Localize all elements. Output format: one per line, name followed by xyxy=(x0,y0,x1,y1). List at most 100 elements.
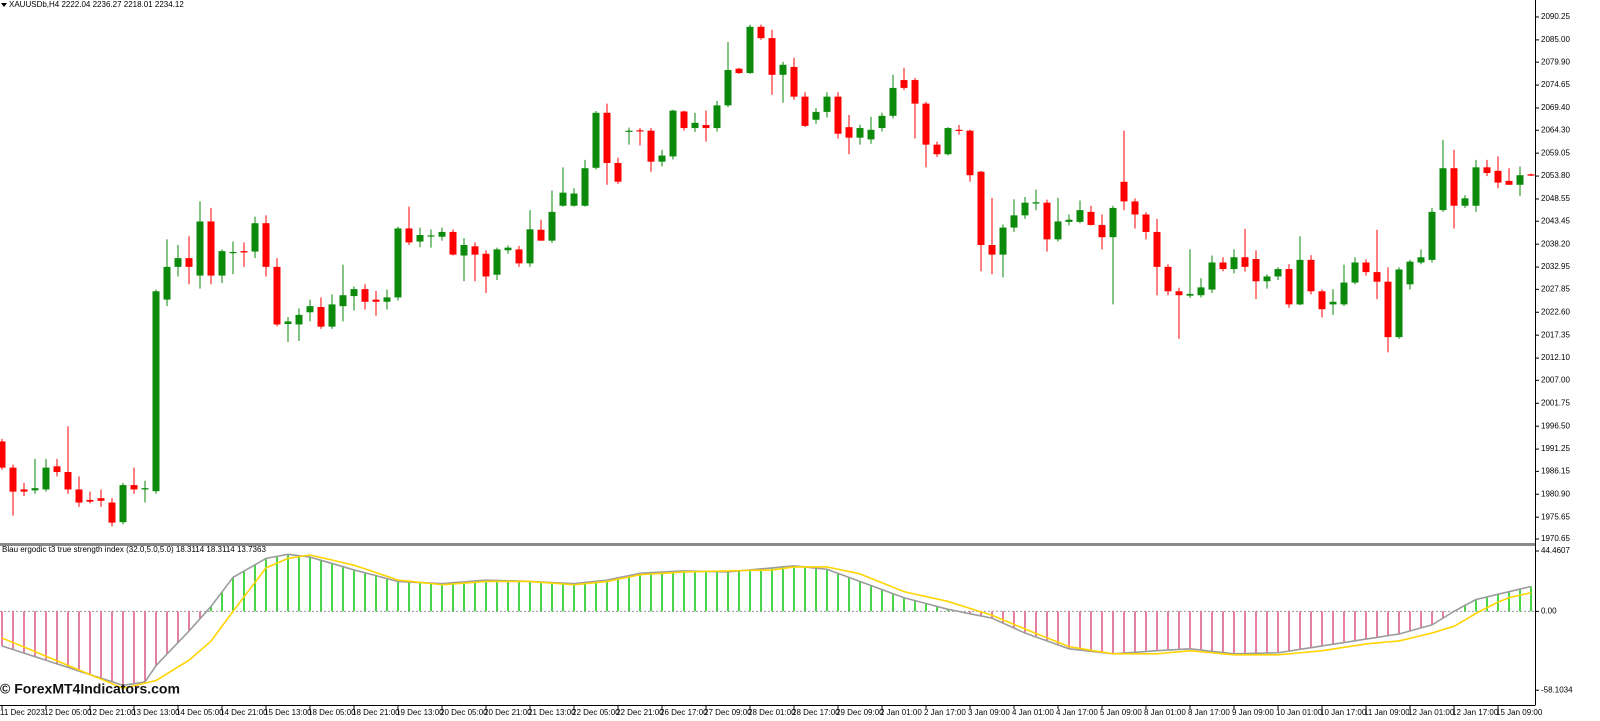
x-tick-label: 13 Dec 13:00 xyxy=(132,708,180,717)
candle-body xyxy=(383,297,391,302)
candle-body xyxy=(284,321,292,325)
candle-body xyxy=(900,80,908,88)
candle-body xyxy=(724,70,732,106)
candle-body xyxy=(306,306,314,313)
candle-body xyxy=(53,466,61,472)
y-tick-label: 1991.25 xyxy=(1541,444,1570,453)
candle-body xyxy=(1186,293,1194,296)
candle-body xyxy=(1373,272,1381,282)
y-tick-label: 1980.90 xyxy=(1541,489,1570,498)
candle-body xyxy=(1010,215,1018,228)
candle-body xyxy=(295,314,303,325)
y-tick-label: 1996.50 xyxy=(1541,421,1570,430)
candle-body xyxy=(977,171,985,246)
candle-body xyxy=(922,103,930,145)
y-tick-label: 2012.10 xyxy=(1541,353,1570,362)
candle-body xyxy=(1153,231,1161,267)
candle-body xyxy=(1439,168,1447,211)
x-tick-label: 14 Dec 05:00 xyxy=(176,708,224,717)
candle-body xyxy=(1296,259,1304,305)
candle-body xyxy=(1109,207,1117,238)
x-tick-label: 21 Dec 13:00 xyxy=(528,708,576,717)
candle-body xyxy=(1340,282,1348,305)
candle-body xyxy=(1252,258,1260,282)
x-tick-label: 2 Jan 17:00 xyxy=(924,708,966,717)
candle-body xyxy=(1417,257,1425,263)
candle-body xyxy=(1197,287,1205,296)
candle-body xyxy=(1241,257,1249,267)
candle-body xyxy=(64,471,72,490)
candle-body xyxy=(119,485,127,523)
y-tick-label: 2017.35 xyxy=(1541,330,1570,339)
candle-body xyxy=(779,64,787,75)
x-tick-label: 11 Dec 2023 xyxy=(0,708,45,717)
y-tick-label: 2085.00 xyxy=(1541,35,1570,44)
candle-body xyxy=(339,295,347,307)
candle-body xyxy=(658,155,666,162)
candle-body xyxy=(1395,269,1403,338)
candle-body xyxy=(1285,269,1293,305)
candle-body xyxy=(1164,266,1172,292)
candle-body xyxy=(526,229,534,264)
y-tick-label: 2038.20 xyxy=(1541,239,1570,248)
candle-body xyxy=(108,502,116,523)
candle-body xyxy=(889,87,897,116)
x-tick-label: 8 Jan 17:00 xyxy=(1188,708,1230,717)
candle-body xyxy=(856,128,864,138)
candle-body xyxy=(1494,170,1502,183)
candle-body xyxy=(999,227,1007,255)
candle-body xyxy=(669,110,677,157)
candle-body xyxy=(1087,211,1095,225)
candle-body xyxy=(229,252,237,254)
candle-body xyxy=(1230,257,1238,270)
candle-body xyxy=(1032,202,1040,204)
y-tick-label: 2007.00 xyxy=(1541,375,1570,384)
x-tick-label: 3 Jan 09:00 xyxy=(968,708,1010,717)
x-tick-label: 12 Dec 21:00 xyxy=(88,708,136,717)
x-tick-label: 19 Dec 13:00 xyxy=(396,708,444,717)
candle-body xyxy=(911,80,919,104)
y-tick-label: 1986.15 xyxy=(1541,466,1570,475)
candle-body xyxy=(9,467,17,492)
candle-body xyxy=(174,258,182,267)
y-tick-label: 2027.85 xyxy=(1541,284,1570,293)
watermark: © ForexMT4Indicators.com xyxy=(0,681,180,697)
y-tick-label: 44.4607 xyxy=(1541,546,1570,555)
candle-body xyxy=(713,105,721,129)
candle-body xyxy=(1428,211,1436,260)
candle-body xyxy=(152,291,160,492)
candle-body xyxy=(548,211,556,241)
x-tick-label: 11 Jan 09:00 xyxy=(1364,708,1410,717)
y-tick-label: -58.1034 xyxy=(1541,685,1573,694)
x-tick-label: 22 Dec 21:00 xyxy=(616,708,664,717)
candle-body xyxy=(163,266,171,300)
x-tick-label: 15 Dec 13:00 xyxy=(264,708,312,717)
candle-body xyxy=(262,223,270,267)
candle-body xyxy=(504,247,512,251)
x-tick-label: 4 Jan 01:00 xyxy=(1012,708,1054,717)
y-tick-label: 2032.95 xyxy=(1541,262,1570,271)
candle-body xyxy=(394,228,402,298)
candle-body xyxy=(581,168,589,206)
candle-body xyxy=(1351,262,1359,283)
candle-body xyxy=(559,192,567,206)
y-tick-label: 2048.55 xyxy=(1541,194,1570,203)
candle-body xyxy=(515,249,523,264)
candle-body xyxy=(130,485,138,490)
candle-body xyxy=(812,111,820,120)
candle-body xyxy=(1472,167,1480,206)
candle-body xyxy=(1054,221,1062,240)
candle-body xyxy=(1131,201,1139,215)
x-tick-label: 10 Jan 01:00 xyxy=(1276,708,1323,717)
candle-body xyxy=(361,289,369,302)
candle-body xyxy=(614,162,622,182)
candle-body xyxy=(1362,262,1370,273)
symbol-menu-icon[interactable] xyxy=(1,3,7,7)
candle-body xyxy=(31,488,39,491)
candle-body xyxy=(482,253,490,277)
x-tick-label: 28 Dec 01:00 xyxy=(748,708,796,717)
y-tick-label: 2064.30 xyxy=(1541,125,1570,134)
candle-body xyxy=(1065,219,1073,222)
candle-body xyxy=(1076,210,1084,222)
candle-body xyxy=(20,489,28,492)
